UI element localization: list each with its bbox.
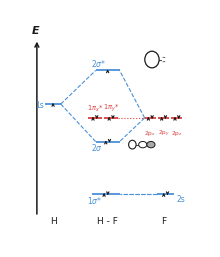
Text: 2p$_z$: 2p$_z$ <box>171 129 183 138</box>
Ellipse shape <box>139 141 147 148</box>
Text: H - F: H - F <box>97 217 118 226</box>
Text: H: H <box>50 217 57 226</box>
Text: 2s: 2s <box>177 195 185 204</box>
Text: 2p$_x$: 2p$_x$ <box>144 129 156 138</box>
Text: E: E <box>31 26 39 36</box>
Text: 2p$_y$: 2p$_y$ <box>158 129 170 139</box>
Ellipse shape <box>147 141 155 148</box>
Text: 1$\pi_x$*: 1$\pi_x$* <box>87 103 103 114</box>
Text: 1$\pi_y$*: 1$\pi_y$* <box>103 102 119 114</box>
Text: 2$\sigma$: 2$\sigma$ <box>91 142 103 153</box>
Text: 1$\sigma$*: 1$\sigma$* <box>87 195 103 206</box>
Text: 2$\sigma$*: 2$\sigma$* <box>91 58 106 69</box>
Text: 1s: 1s <box>35 100 44 109</box>
Text: F: F <box>161 217 167 226</box>
